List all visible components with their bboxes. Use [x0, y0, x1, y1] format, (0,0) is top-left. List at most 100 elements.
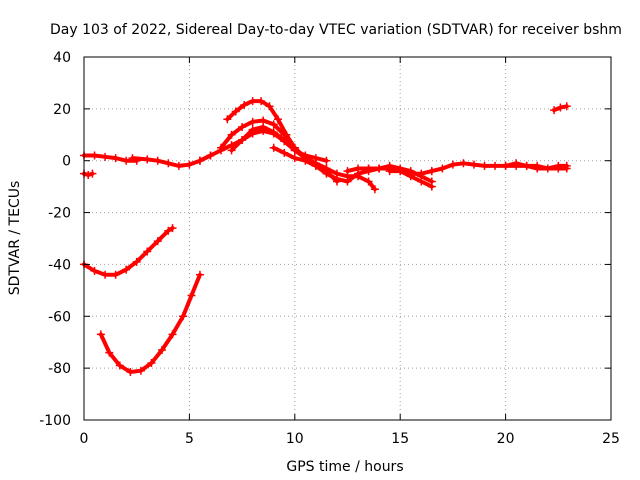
data-point	[427, 182, 436, 191]
series-arc-mid-4	[269, 143, 341, 186]
data-point	[512, 159, 521, 168]
data-point	[491, 161, 500, 170]
data-point	[128, 154, 137, 163]
data-point	[301, 154, 310, 163]
data-point	[115, 361, 124, 370]
data-point	[550, 106, 559, 115]
x-tick-label: 20	[497, 431, 515, 447]
data-point	[179, 312, 188, 321]
data-point	[223, 115, 232, 124]
data-point	[332, 177, 341, 186]
series-arc-short	[80, 169, 97, 179]
data-point	[280, 135, 289, 144]
series-arc-late-2	[501, 159, 571, 173]
y-tick-label: -20	[48, 206, 71, 222]
data-point	[185, 160, 194, 169]
y-tick-label: -60	[48, 309, 71, 325]
data-point	[459, 159, 468, 168]
series-arc-peak	[223, 97, 331, 173]
data-point	[364, 164, 373, 173]
data-point	[501, 161, 510, 170]
data-point	[187, 291, 196, 300]
x-axis-label: GPS time / hours	[286, 459, 403, 475]
series-line	[82, 226, 175, 277]
data-point	[227, 146, 236, 155]
data-point	[343, 167, 352, 176]
y-tick-label: -80	[48, 361, 71, 377]
data-point	[385, 167, 394, 176]
data-point	[153, 156, 162, 165]
data-point	[101, 270, 110, 279]
data-point	[132, 257, 141, 266]
series-arc-end	[550, 102, 571, 115]
y-tick-label: 20	[53, 102, 71, 118]
data-point	[533, 161, 542, 170]
data-point	[469, 160, 478, 169]
y-tick-label: -40	[48, 257, 71, 273]
data-point	[147, 358, 156, 367]
data-point	[96, 330, 105, 339]
data-point	[438, 164, 447, 173]
x-tick-label: 0	[80, 431, 89, 447]
data-point	[136, 366, 145, 375]
data-point	[143, 155, 152, 164]
data-point	[269, 120, 278, 129]
data-point	[257, 97, 266, 106]
data-point	[126, 368, 135, 377]
data-point	[562, 161, 571, 170]
chart-title: Day 103 of 2022, Sidereal Day-to-day VTE…	[50, 22, 622, 38]
data-point	[370, 185, 379, 194]
data-point	[448, 160, 457, 169]
data-point	[417, 177, 426, 186]
x-tick-label: 10	[286, 431, 304, 447]
y-tick-label: -100	[39, 413, 71, 429]
data-point	[248, 117, 257, 126]
data-point	[556, 103, 565, 112]
data-point	[217, 143, 226, 152]
data-point	[122, 156, 131, 165]
data-point	[269, 128, 278, 137]
data-point	[227, 130, 236, 139]
data-point	[290, 154, 299, 163]
data-point	[90, 266, 99, 275]
data-point	[269, 143, 278, 152]
data-point	[273, 115, 282, 124]
data-point	[88, 169, 97, 178]
data-point	[238, 123, 247, 132]
series-arc-low-1	[96, 270, 204, 377]
x-tick-label: 15	[391, 431, 409, 447]
y-tick-label: 40	[53, 50, 71, 66]
series-arc-low-2	[80, 224, 177, 279]
grid-layer	[84, 57, 611, 420]
data-point	[122, 265, 131, 274]
data-point	[354, 164, 363, 173]
data-point	[282, 130, 291, 139]
data-point	[406, 169, 415, 178]
data-point	[343, 177, 352, 186]
data-point	[111, 270, 120, 279]
data-point	[248, 97, 257, 106]
data-point	[206, 151, 215, 160]
data-point	[143, 247, 152, 256]
data-point	[240, 100, 249, 109]
tick-layer: 0 5 10 15 20 25 -100 -80 -60 -40 -20 0 20 40	[39, 50, 620, 447]
data-point	[562, 102, 571, 111]
data-point	[543, 164, 552, 173]
data-point	[164, 226, 173, 235]
data-point	[168, 224, 177, 233]
series-line	[225, 99, 329, 171]
data-point	[265, 102, 274, 111]
data-point	[322, 164, 331, 173]
data-point	[396, 167, 405, 176]
series-layer	[80, 97, 571, 377]
y-tick-label: 0	[62, 154, 71, 170]
data-point	[417, 169, 426, 178]
data-point	[195, 270, 204, 279]
data-point	[231, 107, 240, 116]
series-line	[98, 272, 202, 374]
data-point	[480, 161, 489, 170]
data-point	[157, 345, 166, 354]
data-point	[195, 156, 204, 165]
